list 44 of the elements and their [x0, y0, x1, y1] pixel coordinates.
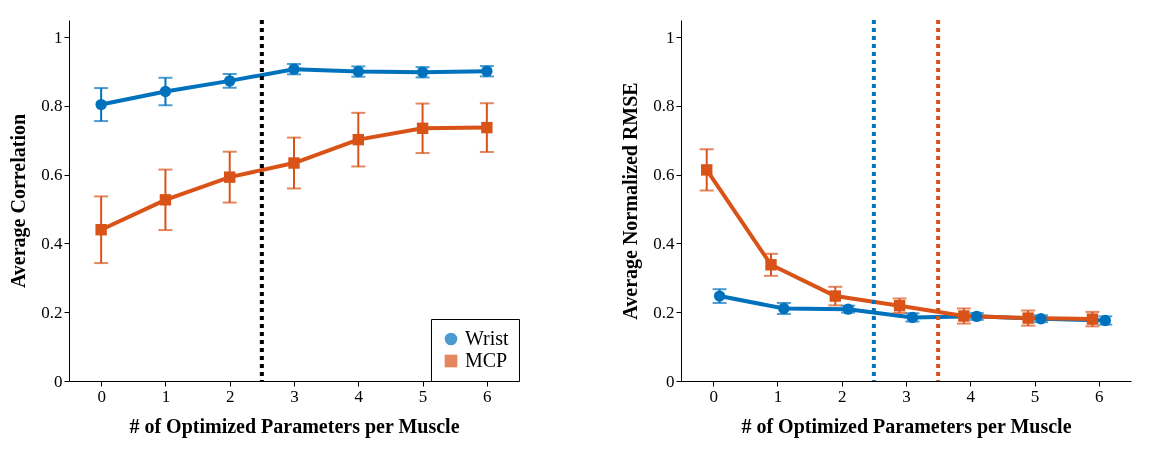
point	[481, 121, 493, 134]
y-tick-label: 0.2	[41, 302, 63, 322]
point	[765, 259, 777, 271]
x-tick-label: 1	[773, 386, 783, 406]
y-axis-title: Average Correlation	[7, 113, 31, 289]
point	[159, 85, 172, 98]
y-tick-label: 0.8	[41, 96, 63, 116]
y-tick-label: 1	[666, 27, 675, 47]
y-tick-label: 0	[666, 371, 675, 391]
x-tick-label: 1	[161, 386, 171, 406]
x-tick-label: 3	[290, 386, 299, 406]
point	[159, 194, 172, 206]
x-tick-label: 6	[483, 386, 492, 406]
point	[416, 122, 429, 134]
point	[829, 290, 841, 302]
x-tick-label: 0	[97, 386, 106, 406]
x-tick-label: 5	[418, 386, 428, 406]
y-tick-label: 1	[54, 27, 63, 47]
y-tick-label: 0.6	[41, 165, 63, 185]
x-tick-label: 2	[837, 386, 847, 406]
x-tick-label: 4	[966, 386, 976, 406]
y-tick-label: 0.6	[653, 165, 675, 185]
y-tick-label: 0.2	[653, 302, 675, 322]
y-tick-label: 0.4	[653, 233, 675, 253]
x-tick-label: 3	[902, 386, 911, 406]
legend-label: Wrist	[465, 327, 510, 349]
x-axis-title: # of Optimized Parameters per Muscle	[129, 414, 460, 438]
point	[352, 133, 364, 146]
point	[288, 157, 300, 169]
x-tick-label: 0	[709, 386, 718, 406]
point	[95, 98, 107, 111]
x-axis-title: # of Optimized Parameters per Muscle	[741, 414, 1072, 438]
y-axis-title: Average Normalized RMSE	[619, 82, 643, 320]
point	[95, 224, 107, 236]
y-tick-label: 0	[54, 371, 63, 391]
legend-label: MCP	[465, 349, 508, 371]
x-tick-label: 5	[1030, 386, 1040, 406]
y-tick-label: 0.4	[41, 233, 63, 253]
y-tick-label: 0.8	[653, 96, 675, 116]
point	[701, 164, 713, 176]
x-tick-label: 2	[225, 386, 235, 406]
point	[224, 171, 236, 183]
x-tick-label: 4	[354, 386, 364, 406]
x-tick-label: 6	[1095, 386, 1104, 406]
